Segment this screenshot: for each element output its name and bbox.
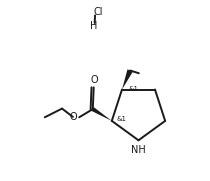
Text: H: H: [91, 21, 98, 31]
Text: NH: NH: [131, 145, 146, 155]
Text: Cl: Cl: [93, 7, 102, 17]
Polygon shape: [92, 107, 112, 121]
Text: &1: &1: [128, 86, 138, 92]
Polygon shape: [122, 69, 133, 90]
Text: O: O: [91, 75, 98, 85]
Text: O: O: [70, 112, 78, 122]
Text: &1: &1: [116, 116, 126, 122]
